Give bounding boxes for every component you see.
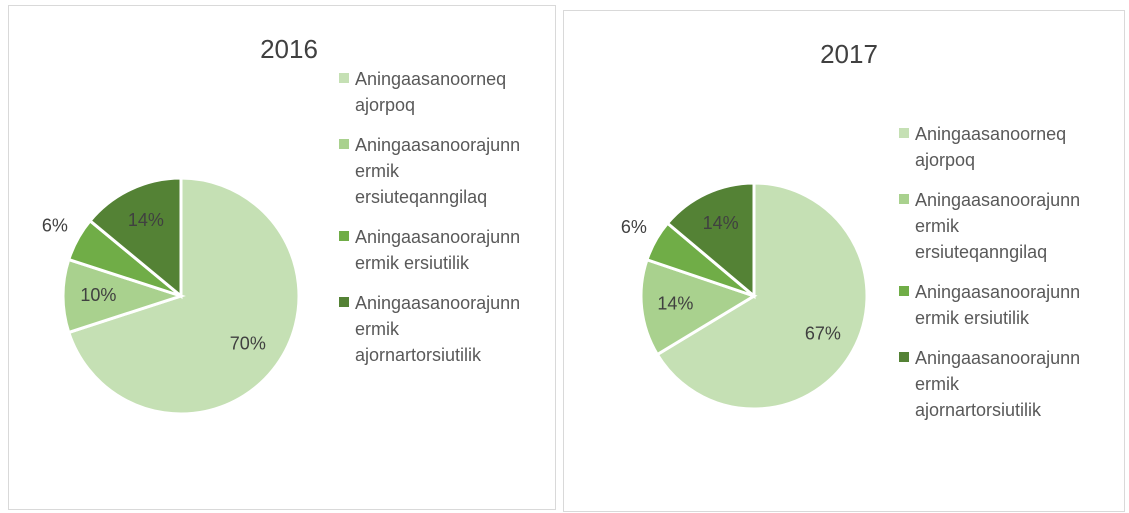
legend-item: Aningaasanoorajunnermik ersiuteqanngilaq xyxy=(899,187,1089,265)
legend-label: Aningaasanoorneq ajorpoq xyxy=(355,69,507,115)
legend-item: Aningaasanoorajunnermik ersiutilik xyxy=(899,279,1089,331)
legend-label: Aningaasanoorajunnermik ajornartorsiutil… xyxy=(915,348,1081,420)
data-label: 14% xyxy=(703,213,739,233)
legend-item: Aningaasanoorajunnermik ersiutilik xyxy=(339,224,529,276)
chart-panel: 67% 14% 6% 14% 2017 Aningaasanoorneq ajorpoq A… xyxy=(563,10,1125,512)
data-label: 6% xyxy=(42,215,68,235)
chart-title: 2016 xyxy=(260,34,318,64)
legend: Aningaasanoorneq ajorpoq Aningaasanooraju… xyxy=(339,66,529,368)
legend-item: Aningaasanoorajunnermik ajornartorsiutil… xyxy=(899,345,1089,423)
legend-item: Aningaasanoorajunnermik ersiuteqanngilaq xyxy=(339,132,529,210)
chart-panel: 70% 10% 6% 14% 2016 Aningaasanoorneq ajorpoq A… xyxy=(8,5,556,510)
legend-label: Aningaasanoorneq ajorpoq xyxy=(915,124,1067,170)
legend-item: Aningaasanoorajunnermik ajornartorsiutil… xyxy=(339,290,529,368)
legend-swatch xyxy=(339,139,349,149)
legend-label: Aningaasanoorajunnermik ersiuteqanngilaq xyxy=(915,190,1081,262)
pie-slice xyxy=(655,181,869,411)
legend-swatch xyxy=(899,194,909,204)
data-label: 14% xyxy=(657,293,693,313)
data-label: 6% xyxy=(621,217,647,237)
legend-item: Aningaasanoorneq ajorpoq xyxy=(339,66,529,118)
legend-swatch xyxy=(339,297,349,307)
pie-chart: 70% 10% 6% 14% xyxy=(42,176,301,416)
data-label: 14% xyxy=(128,210,164,230)
legend-swatch xyxy=(339,73,349,83)
data-label: 67% xyxy=(805,324,841,344)
chart-title: 2017 xyxy=(820,39,878,69)
legend-item: Aningaasanoorneq ajorpoq xyxy=(899,121,1089,173)
pie-chart: 67% 14% 6% 14% xyxy=(621,181,869,411)
legend-swatch xyxy=(899,286,909,296)
legend-swatch xyxy=(899,352,909,362)
pie-slice xyxy=(87,176,183,300)
legend-swatch xyxy=(899,128,909,138)
legend: Aningaasanoorneq ajorpoq Aningaasanooraju… xyxy=(899,121,1089,423)
pie-slice xyxy=(665,181,756,300)
data-label: 70% xyxy=(230,333,266,353)
legend-label: Aningaasanoorajunnermik ajornartorsiutil… xyxy=(355,293,521,365)
data-label: 10% xyxy=(80,285,116,305)
legend-label: Aningaasanoorajunnermik ersiuteqanngilaq xyxy=(355,135,521,207)
legend-label: Aningaasanoorajunnermik ersiutilik xyxy=(355,227,521,273)
legend-swatch xyxy=(339,231,349,241)
pie-slice xyxy=(639,257,758,357)
legend-label: Aningaasanoorajunnermik ersiutilik xyxy=(915,282,1081,328)
